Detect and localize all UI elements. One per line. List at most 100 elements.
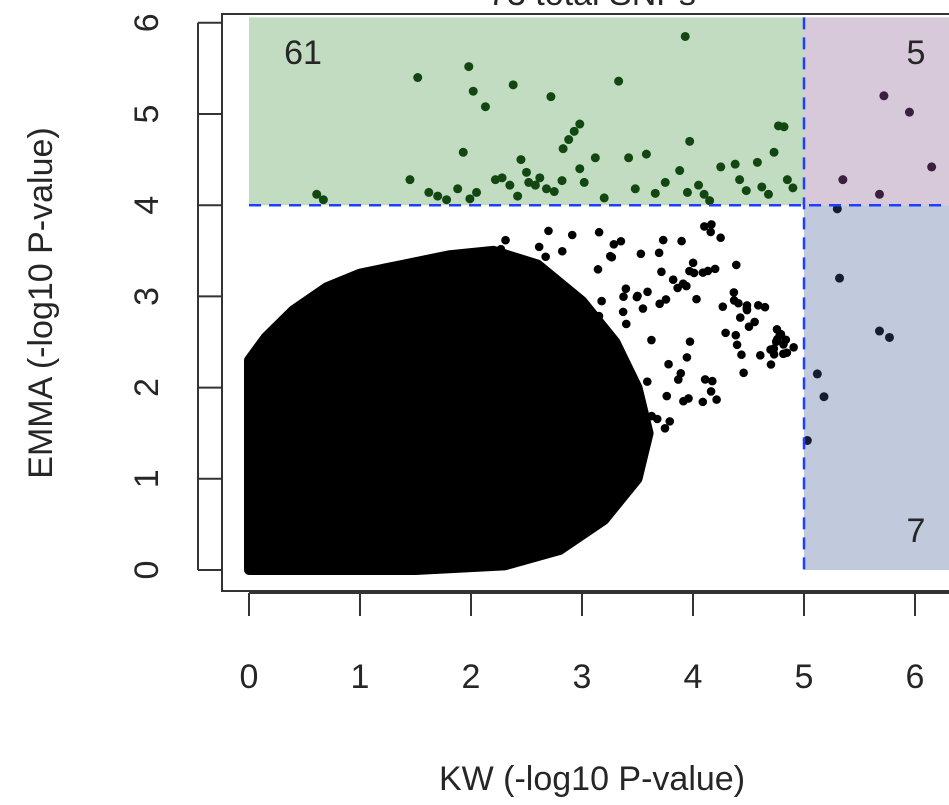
cloud-point — [661, 295, 671, 304]
cloud-point — [480, 264, 490, 274]
cloud-point — [654, 248, 664, 258]
cloud-point — [260, 460, 270, 470]
cloud-point — [642, 377, 652, 386]
cloud-point — [378, 418, 387, 428]
cloud-point — [586, 425, 596, 434]
x-tick-label: 2 — [462, 658, 481, 696]
y-axis: 0 1 2 3 4 5 6 — [128, 13, 222, 579]
cloud-point — [643, 287, 652, 297]
data-point — [779, 122, 789, 132]
cloud-point — [616, 428, 626, 438]
cloud-point — [441, 334, 450, 344]
data-point — [558, 144, 568, 154]
cloud-point — [735, 313, 745, 322]
cloud-point — [582, 376, 592, 386]
cloud-point — [760, 302, 770, 312]
cloud-point — [422, 457, 432, 466]
data-point — [769, 147, 779, 157]
cloud-point — [755, 351, 765, 360]
data-point — [675, 166, 685, 176]
cloud-point — [496, 244, 506, 254]
cloud-point — [502, 413, 512, 422]
cloud-point — [638, 304, 648, 313]
cloud-point — [417, 559, 427, 568]
cloud-point — [466, 530, 475, 540]
data-point — [614, 76, 624, 86]
cloud-point — [293, 483, 303, 493]
cloud-point — [346, 366, 355, 376]
data-point — [318, 195, 328, 205]
cloud-point — [433, 436, 443, 446]
cloud-point — [517, 376, 527, 385]
cloud-point — [539, 443, 549, 452]
cloud-point — [244, 467, 254, 477]
cloud-point — [369, 303, 379, 313]
cloud-point — [501, 235, 510, 245]
cloud-point — [321, 491, 331, 501]
cloud-point — [252, 560, 262, 570]
cloud-point — [518, 322, 527, 331]
data-point — [680, 31, 690, 41]
cloud-point — [439, 360, 449, 370]
data-point — [472, 187, 482, 197]
cloud-point — [325, 482, 335, 492]
cloud-point — [700, 375, 710, 384]
cloud-point — [662, 391, 672, 401]
data-point — [819, 392, 829, 402]
cloud-point — [345, 392, 355, 401]
cloud-point — [370, 516, 380, 526]
cloud-point — [718, 302, 728, 311]
cloud-point — [616, 236, 626, 246]
cloud-point — [319, 510, 329, 519]
point-cloud-mass — [244, 245, 654, 575]
cloud-point — [534, 370, 544, 379]
cloud-point — [318, 562, 327, 572]
cloud-point — [337, 556, 346, 565]
cloud-point — [424, 410, 434, 419]
cloud-point — [557, 451, 567, 461]
cloud-point — [288, 353, 298, 363]
cloud-point — [612, 473, 621, 483]
cloud-point — [437, 456, 447, 466]
cloud-point — [428, 462, 437, 472]
data-point — [694, 180, 704, 190]
cloud-point — [534, 242, 544, 252]
cloud-point — [566, 318, 576, 327]
cloud-point — [455, 314, 464, 324]
cloud-point — [362, 458, 372, 467]
data-point — [782, 175, 792, 185]
data-point — [838, 175, 848, 185]
cloud-point — [684, 394, 693, 403]
cloud-point — [492, 419, 501, 428]
cloud-point — [481, 271, 490, 280]
cloud-point — [406, 269, 416, 279]
cloud-point — [474, 528, 484, 537]
cloud-point — [677, 236, 686, 246]
cloud-point — [516, 529, 525, 538]
cloud-point — [310, 490, 320, 499]
cloud-point — [297, 416, 306, 426]
cloud-point — [520, 402, 530, 412]
cloud-point — [530, 461, 539, 470]
data-point — [497, 173, 507, 183]
threshold-lines — [249, 17, 949, 570]
cloud-point — [621, 284, 631, 294]
data-point — [763, 189, 773, 199]
cloud-point — [489, 488, 499, 498]
cloud-point — [296, 427, 306, 437]
cloud-point — [457, 486, 467, 495]
data-point — [752, 157, 762, 167]
cloud-point — [597, 296, 606, 306]
cloud-point — [281, 537, 290, 547]
cloud-point — [544, 226, 553, 236]
cloud-point — [485, 290, 495, 299]
cloud-point — [564, 286, 574, 296]
cloud-point — [545, 424, 554, 434]
region-both-above — [804, 17, 949, 206]
cloud-point — [485, 402, 495, 412]
y-tick-label: 1 — [128, 469, 166, 488]
cloud-point — [356, 398, 366, 407]
y-tick-label: 4 — [128, 196, 166, 215]
data-point — [660, 177, 670, 187]
data-point — [575, 164, 585, 174]
